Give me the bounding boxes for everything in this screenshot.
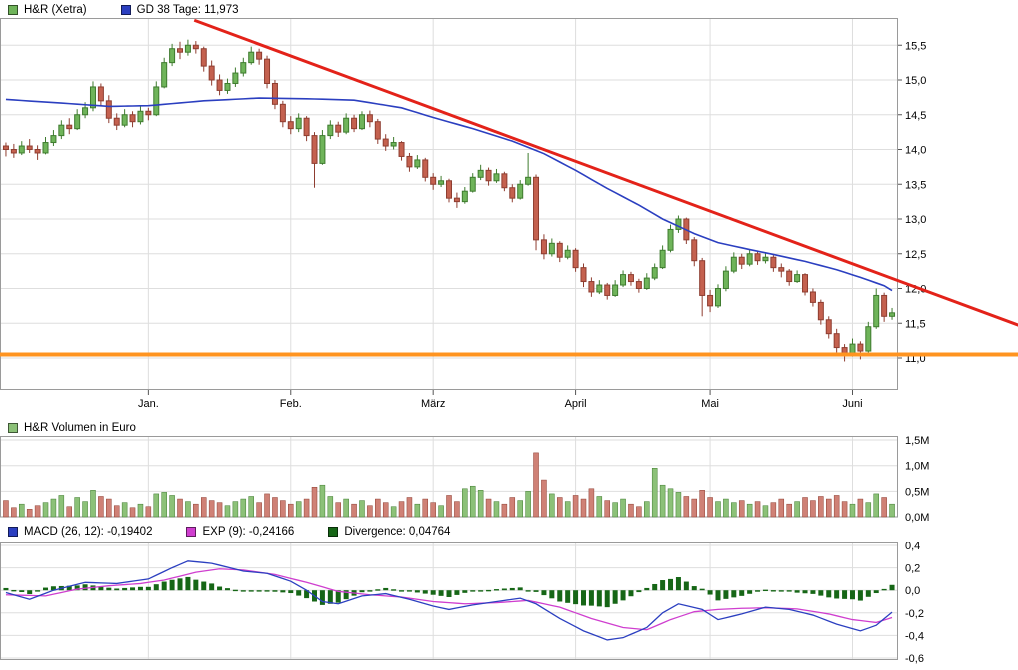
ma-series-legend-item: GD 38 Tage: 11,973 <box>120 4 239 16</box>
ma-series-color-swatch <box>120 5 131 15</box>
exp-series-label: EXP (9): -0,24166 <box>202 526 295 538</box>
svg-text:14,0: 14,0 <box>905 145 926 157</box>
volume-series-color-swatch <box>8 423 18 433</box>
divergence-series-label: Divergence: 0,04764 <box>344 526 451 538</box>
macd-series-label: MACD (26, 12): -0,19402 <box>24 526 153 538</box>
macd-chart-legend: MACD (26, 12): -0,19402 EXP (9): -0,2416… <box>8 524 484 540</box>
svg-text:14,5: 14,5 <box>905 110 926 122</box>
svg-text:März: März <box>421 398 445 410</box>
svg-text:0,4: 0,4 <box>905 542 920 552</box>
svg-text:Mai: Mai <box>701 398 719 410</box>
svg-text:0,5M: 0,5M <box>905 486 929 498</box>
svg-text:Jan.: Jan. <box>138 398 159 410</box>
svg-text:11,5: 11,5 <box>905 318 926 330</box>
exp-series-color-swatch <box>186 527 197 537</box>
svg-text:0,2: 0,2 <box>905 563 920 575</box>
ma-series-label: GD 38 Tage: 11,973 <box>136 4 239 16</box>
price-series-color-swatch <box>8 5 18 15</box>
volume-chart: 1,5M 1,0M 0,5M 0,0M <box>0 436 929 524</box>
svg-text:-0,6: -0,6 <box>905 653 924 665</box>
svg-text:0,0: 0,0 <box>905 585 920 597</box>
price-series-label: H&R (Xetra) <box>24 4 87 16</box>
volume-series-label: H&R Volumen in Euro <box>24 422 136 434</box>
svg-text:13,5: 13,5 <box>905 179 926 191</box>
divergence-series-color-swatch <box>328 527 339 537</box>
svg-text:-0,4: -0,4 <box>905 630 924 642</box>
volume-chart-legend: H&R Volumen in Euro <box>8 420 170 436</box>
svg-text:15,0: 15,0 <box>905 75 926 87</box>
svg-text:Feb.: Feb. <box>280 398 302 410</box>
svg-text:0,0M: 0,0M <box>905 512 929 524</box>
svg-text:1,0M: 1,0M <box>905 461 929 473</box>
svg-text:13,0: 13,0 <box>905 214 926 226</box>
macd-series-legend-item: MACD (26, 12): -0,19402 <box>8 526 152 538</box>
svg-text:12,5: 12,5 <box>905 249 926 261</box>
svg-text:15,5: 15,5 <box>905 40 926 52</box>
macd-series-color-swatch <box>8 527 18 537</box>
price-series-legend-item: H&R (Xetra) <box>8 4 87 16</box>
candlestick-chart: 15,515,014,514,013,513,012,512,011,511,0… <box>0 18 1018 410</box>
svg-text:-0,2: -0,2 <box>905 608 924 620</box>
svg-text:April: April <box>565 398 587 410</box>
svg-text:1,5M: 1,5M <box>905 436 929 447</box>
divergence-series-legend-item: Divergence: 0,04764 <box>328 526 450 538</box>
main-chart-legend: H&R (Xetra) GD 38 Tage: 11,973 <box>8 2 273 18</box>
volume-series-legend-item: H&R Volumen in Euro <box>8 422 136 434</box>
exp-series-legend-item: EXP (9): -0,24166 <box>186 526 294 538</box>
macd-indicator-chart: 0,4 0,2 0,0 -0,2 -0,4 -0,6 <box>0 542 924 665</box>
svg-text:Juni: Juni <box>842 398 862 410</box>
